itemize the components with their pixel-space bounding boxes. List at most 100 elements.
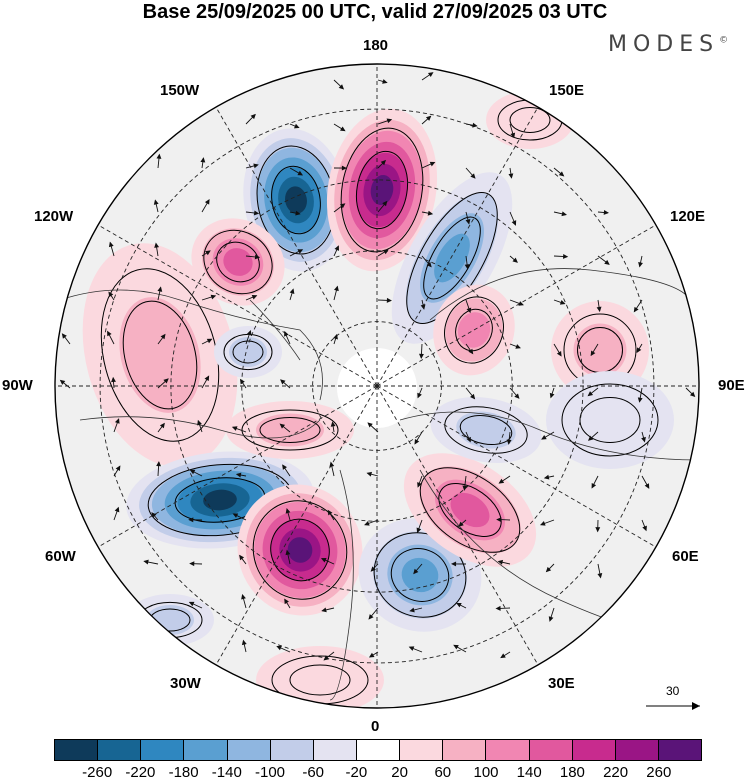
- wind-arrow: [421, 210, 434, 216]
- wind-arrow-head: [329, 461, 335, 468]
- wind-arrow-head: [453, 644, 459, 650]
- anomaly-center: [226, 401, 354, 459]
- wind-arrow-head: [562, 254, 569, 259]
- wind-arrow-head: [644, 483, 650, 489]
- anomaly-field: [82, 91, 674, 708]
- wind-arrow: [245, 210, 260, 216]
- streamline: [289, 664, 351, 696]
- wind-arrow-head: [637, 397, 643, 403]
- wind-arrow: [156, 461, 162, 477]
- wind-arrow-head: [382, 200, 388, 207]
- wind-arrow-head: [426, 261, 432, 268]
- wind-arrow-head: [232, 513, 239, 518]
- wind-arrow-head: [549, 392, 555, 399]
- wind-arrow: [458, 519, 467, 527]
- wind-arrow-head: [107, 330, 112, 337]
- wind-arrow: [377, 159, 387, 169]
- coastlines: [59, 268, 699, 701]
- streamline: [203, 229, 273, 295]
- wind-arrow: [241, 593, 247, 609]
- wind-arrow: [333, 165, 347, 171]
- wind-arrow: [495, 605, 511, 611]
- wind-arrow-head: [334, 285, 339, 292]
- wind-arrow: [113, 465, 121, 477]
- anomaly-center: [430, 397, 542, 463]
- wind-arrow: [633, 299, 643, 313]
- wind-arrow-head: [204, 199, 210, 205]
- wind-arrow-head: [470, 173, 476, 179]
- wind-arrow: [156, 153, 162, 169]
- wind-arrow: [327, 509, 335, 521]
- wind-arrow-head: [636, 347, 642, 353]
- lon-label-60w: 60W: [45, 548, 76, 565]
- wind-arrow-head: [514, 393, 520, 399]
- wind-arrow-head: [518, 301, 524, 306]
- wind-arrow-head: [111, 376, 116, 383]
- colorbar-segment: [572, 740, 616, 760]
- wind-arrow-head: [210, 294, 217, 300]
- wind-arrow: [320, 557, 335, 565]
- colorbar-tick-label: -260: [82, 764, 113, 781]
- wind-arrow-head: [366, 471, 373, 477]
- wind-arrow: [289, 249, 304, 257]
- colorbar-segment: [529, 740, 573, 760]
- wind-arrow-head: [465, 219, 471, 225]
- wind-arrow-head: [197, 419, 202, 426]
- wind-arrow: [587, 431, 599, 441]
- wind-arrow: [364, 519, 379, 526]
- wind-arrow: [285, 549, 291, 565]
- lon-label-60e: 60E: [672, 548, 699, 565]
- wind-arrow: [154, 242, 160, 257]
- wind-arrow-head: [114, 418, 120, 424]
- wind-arrow: [289, 167, 304, 176]
- wind-arrow: [245, 254, 261, 260]
- wind-arrow-head: [595, 527, 601, 533]
- wind-arrow-head: [188, 517, 194, 523]
- wind-arrow-head: [284, 598, 289, 605]
- meridian-line: [376, 385, 657, 548]
- wind-arrow-head: [253, 210, 260, 216]
- anomaly-contour: [401, 557, 439, 593]
- wind-arrow-head: [205, 250, 211, 256]
- streamline: [423, 216, 481, 300]
- anomaly-center: [358, 518, 482, 632]
- wind-arrow: [462, 475, 468, 491]
- wind-arrow: [465, 299, 472, 314]
- wind-arrow-head: [200, 157, 206, 163]
- wind-arrow: [276, 645, 291, 653]
- wind-arrow-head: [188, 601, 195, 607]
- wind-arrow-head: [108, 291, 114, 298]
- wind-arrow: [333, 245, 339, 257]
- wind-arrow-head: [279, 423, 286, 429]
- wind-arrow: [636, 343, 643, 353]
- wind-arrow-head: [386, 297, 392, 303]
- streamline: [340, 127, 424, 253]
- wind-arrow-head: [561, 211, 567, 217]
- wind-vectors: [59, 72, 696, 661]
- anomaly-center: [214, 326, 282, 378]
- lon-label-90w: 90W: [2, 377, 33, 394]
- wind-arrow-head: [251, 294, 258, 300]
- wind-arrow: [59, 379, 71, 389]
- wind-arrow-head: [241, 639, 247, 646]
- wind-arrow: [417, 387, 423, 399]
- streamline: [122, 300, 198, 410]
- wind-arrow: [108, 241, 115, 257]
- modes-logo-text: MODES: [608, 32, 720, 57]
- modes-logo-mark: ©: [719, 35, 729, 46]
- anomaly-contour: [223, 248, 253, 276]
- wind-arrow-head: [466, 436, 471, 443]
- wind-arrow: [641, 475, 650, 489]
- wind-arrow-head: [642, 525, 647, 532]
- anomaly-contour: [229, 337, 267, 367]
- lon-label-120e: 120E: [670, 208, 706, 225]
- colorbar-segment: [184, 740, 228, 760]
- streamline: [232, 340, 264, 364]
- streamline: [100, 268, 220, 442]
- streamline: [270, 518, 330, 582]
- anomaly-center: [126, 594, 214, 646]
- wind-arrow-head: [464, 264, 470, 270]
- wind-arrow: [151, 512, 159, 521]
- wind-arrow-head: [254, 254, 261, 260]
- wind-arrow-head: [638, 261, 643, 268]
